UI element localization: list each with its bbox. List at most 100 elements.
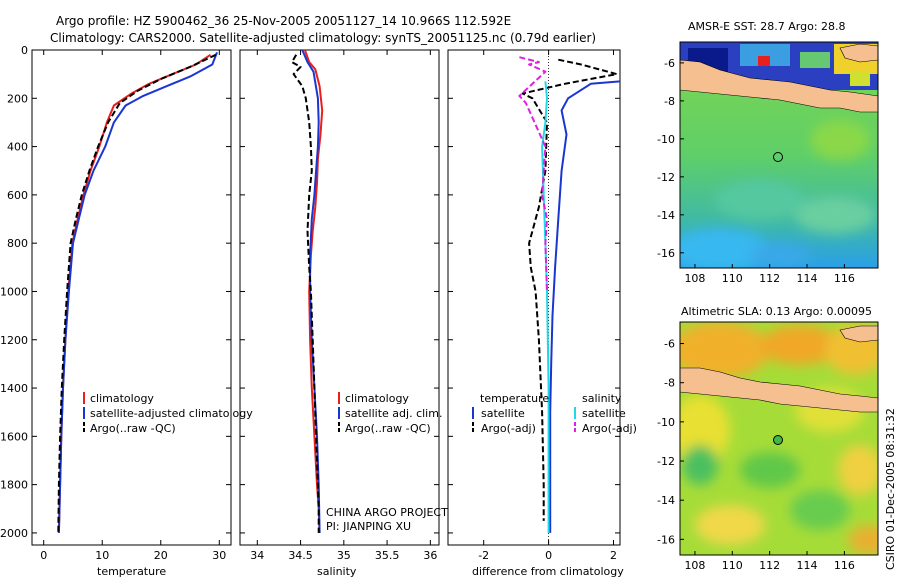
sst-map-panel: AMSR-E SST: 28.7 Argo: 28.8 108 110 112 1 bbox=[657, 20, 879, 285]
legend-label-sal-satellite: satellite bbox=[582, 407, 626, 420]
map-y-tick-label: -14 bbox=[657, 209, 675, 222]
map-y-tick-label: -14 bbox=[657, 494, 675, 507]
project-annotation-line1: CHINA ARGO PROJECT bbox=[326, 506, 448, 519]
figure-title-line2: Climatology: CARS2000. Satellite-adjuste… bbox=[50, 31, 596, 45]
series-satellite-adjusted-climatology bbox=[57, 52, 218, 533]
sst-map-image bbox=[680, 42, 878, 268]
y-tick-label: 1800 bbox=[0, 479, 28, 492]
y-tick-label: 400 bbox=[7, 141, 28, 154]
map-x-tick-label: 114 bbox=[797, 559, 818, 572]
temperature-axes-box bbox=[31, 49, 232, 546]
difference-axes-box bbox=[447, 49, 621, 546]
map-y-tick-label: -10 bbox=[657, 133, 675, 146]
y-tick-label: 800 bbox=[7, 237, 28, 250]
x-tick-label: 34.5 bbox=[288, 549, 313, 562]
map-y-tick-label: -6 bbox=[664, 338, 675, 351]
difference-ticks: -2 0 2 bbox=[448, 49, 620, 562]
map-x-tick-label: 112 bbox=[759, 559, 780, 572]
timestamp-stamp: CSIRO 01-Dec-2005 08:31:32 bbox=[884, 408, 897, 570]
sla-map-image bbox=[680, 322, 878, 555]
project-annotation-line2: PI: JIANPING XU bbox=[326, 520, 411, 533]
salinity-panel: 34 34.5 35 35.5 36 salinity climatology sate… bbox=[239, 49, 448, 578]
argo-location-marker bbox=[773, 435, 783, 445]
temperature-xlabel: temperature bbox=[97, 565, 166, 578]
salinity-series bbox=[290, 50, 324, 533]
legend-label-argo: Argo(..raw -QC) bbox=[90, 422, 176, 435]
map-y-tick-label: -6 bbox=[664, 57, 675, 70]
sst-map-frame bbox=[679, 41, 879, 269]
y-tick-label: 1200 bbox=[0, 334, 28, 347]
map-x-tick-label: 110 bbox=[722, 559, 743, 572]
difference-panel: -2 0 2 difference from climatology tempera… bbox=[447, 49, 637, 578]
temperature-ticks: 0 10 20 30 0 200 400 600 800 1000 1200 1400 1600 1800… bbox=[0, 44, 231, 562]
legend-label-temp-satellite: satellite bbox=[481, 407, 525, 420]
series-argo-adj-salinity bbox=[518, 56, 548, 292]
temperature-panel: 0 10 20 30 0 200 400 600 800 1000 1200 1400 1600 1800… bbox=[0, 44, 253, 578]
sla-map-ticks: 108 110 112 114 116 -6 -8 -10 -12 -14 -16 bbox=[657, 338, 855, 572]
map-y-tick-label: -12 bbox=[657, 171, 675, 184]
map-y-tick-label: -12 bbox=[657, 455, 675, 468]
sla-map-panel: Altimetric SLA: 0.13 Argo: 0.00095 108 11 bbox=[657, 305, 879, 572]
temperature-series bbox=[57, 52, 218, 533]
sst-map-title: AMSR-E SST: 28.7 Argo: 28.8 bbox=[688, 20, 846, 33]
map-y-tick-label: -10 bbox=[657, 416, 675, 429]
y-tick-label: 600 bbox=[7, 189, 28, 202]
x-tick-label: 35 bbox=[337, 549, 351, 562]
series-argo-raw-qc bbox=[290, 54, 320, 533]
landmass bbox=[680, 59, 878, 113]
salinity-ticks: 34 34.5 35 35.5 36 bbox=[240, 49, 439, 562]
difference-series bbox=[518, 56, 620, 533]
map-y-tick-label: -16 bbox=[657, 247, 675, 260]
map-x-tick-label: 114 bbox=[797, 272, 818, 285]
legend-label-argo: Argo(..raw -QC) bbox=[345, 422, 431, 435]
x-tick-label: 30 bbox=[212, 549, 226, 562]
x-tick-label: 20 bbox=[154, 549, 168, 562]
legend-label-climatology: climatology bbox=[90, 392, 154, 405]
difference-xlabel: difference from climatology bbox=[472, 565, 624, 578]
series-climatology bbox=[57, 53, 212, 533]
x-tick-label: 34 bbox=[250, 549, 264, 562]
salinity-legend: climatology satellite adj. clim. Argo(..… bbox=[338, 392, 442, 435]
legend-label-satellite-adj: satellite adj. clim. bbox=[345, 407, 442, 420]
y-tick-label: 2000 bbox=[0, 527, 28, 540]
map-x-tick-label: 110 bbox=[722, 272, 743, 285]
map-x-tick-label: 116 bbox=[834, 272, 855, 285]
legend-title-temperature: temperature bbox=[480, 392, 549, 405]
x-tick-label: 2 bbox=[610, 549, 617, 562]
salinity-xlabel: salinity bbox=[317, 565, 357, 578]
landmass bbox=[680, 367, 878, 413]
x-tick-label: -2 bbox=[478, 549, 489, 562]
sla-map-frame bbox=[679, 321, 879, 556]
y-tick-label: 200 bbox=[7, 92, 28, 105]
map-x-tick-label: 108 bbox=[684, 272, 705, 285]
series-argo-raw-qc bbox=[57, 53, 217, 533]
series-climatology bbox=[303, 50, 324, 533]
figure-title-line1: Argo profile: HZ 5900462_36 25-Nov-2005 … bbox=[56, 14, 511, 28]
x-tick-label: 10 bbox=[95, 549, 109, 562]
temperature-legend: climatology satellite-adjusted climatolo… bbox=[83, 392, 253, 435]
sst-map-ticks: 108 110 112 114 116 -6 -8 -10 -12 -14 -16 bbox=[657, 57, 855, 285]
x-tick-label: 36 bbox=[423, 549, 437, 562]
y-tick-label: 0 bbox=[21, 44, 28, 57]
map-y-tick-label: -16 bbox=[657, 533, 675, 546]
series-satellite-salinity bbox=[541, 81, 550, 533]
y-tick-label: 1000 bbox=[0, 285, 28, 298]
salinity-axes-box bbox=[239, 49, 440, 546]
x-tick-label: 0 bbox=[40, 549, 47, 562]
series-satellite-temperature bbox=[549, 80, 620, 533]
y-tick-label: 1600 bbox=[0, 430, 28, 443]
map-y-tick-label: -8 bbox=[664, 95, 675, 108]
y-tick-label: 1400 bbox=[0, 382, 28, 395]
map-y-tick-label: -8 bbox=[664, 377, 675, 390]
map-x-tick-label: 116 bbox=[834, 559, 855, 572]
legend-label-satellite-adjusted: satellite-adjusted climatology bbox=[90, 407, 253, 420]
map-x-tick-label: 112 bbox=[759, 272, 780, 285]
legend-label-climatology: climatology bbox=[345, 392, 409, 405]
sla-map-title: Altimetric SLA: 0.13 Argo: 0.00095 bbox=[681, 305, 872, 318]
legend-label-sal-argo: Argo(-adj) bbox=[582, 422, 637, 435]
argo-location-marker bbox=[773, 152, 783, 162]
legend-title-salinity: salinity bbox=[582, 392, 622, 405]
x-tick-label: 0 bbox=[545, 549, 552, 562]
legend-label-temp-argo: Argo(-adj) bbox=[481, 422, 536, 435]
